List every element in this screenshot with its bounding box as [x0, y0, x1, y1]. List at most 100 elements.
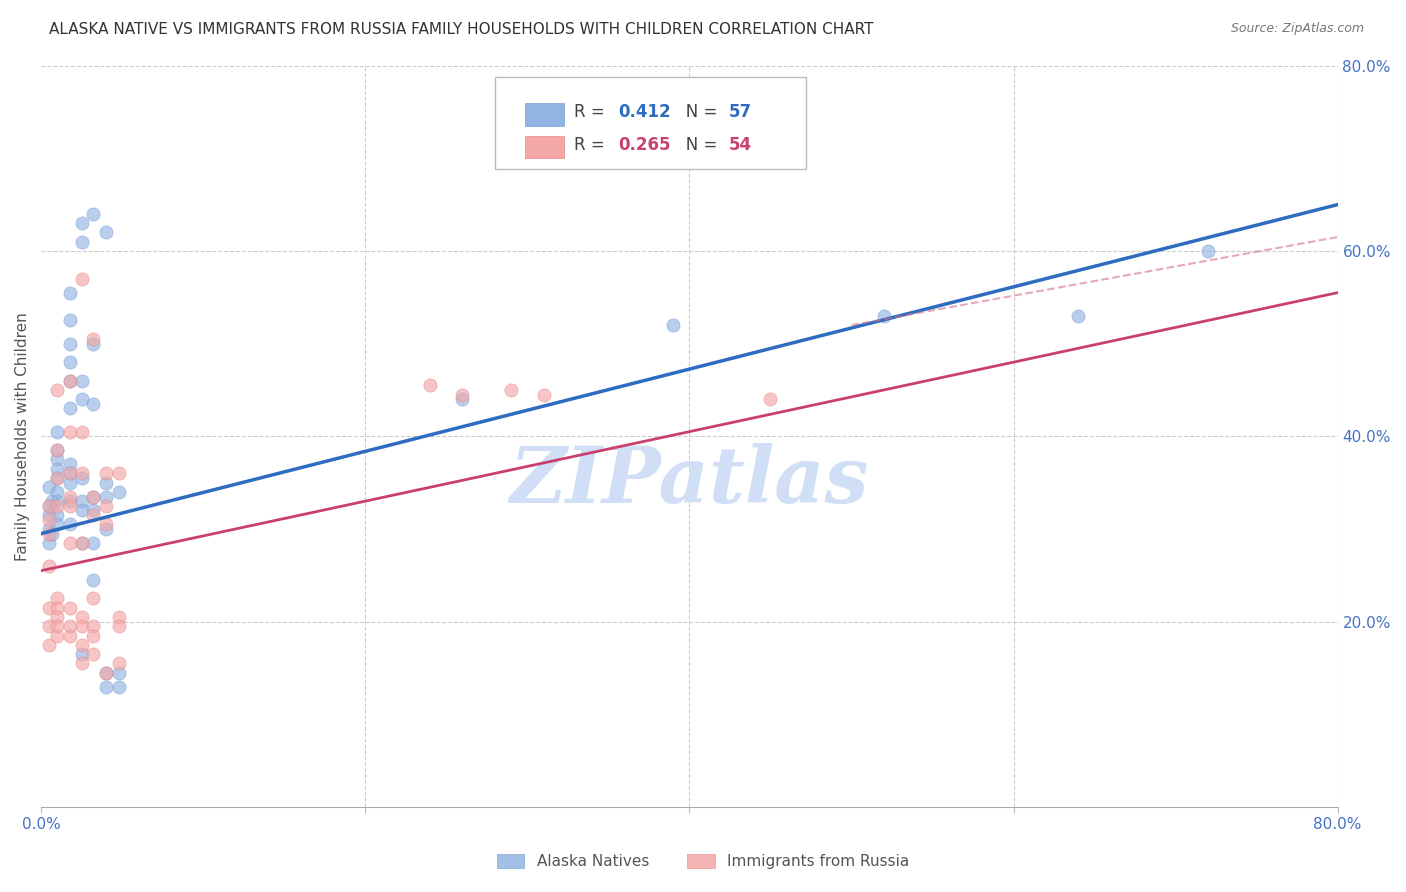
Point — [38, 522, 60, 536]
Point — [94, 226, 117, 240]
Point — [82, 591, 104, 606]
Text: ZIPatlas: ZIPatlas — [510, 442, 869, 519]
Point — [108, 665, 131, 680]
Point — [94, 680, 117, 694]
Point — [59, 355, 82, 369]
Point — [46, 600, 69, 615]
Point — [82, 207, 104, 221]
Point — [82, 573, 104, 587]
Point — [46, 517, 69, 532]
Point — [46, 383, 69, 397]
Point — [46, 610, 69, 624]
Point — [70, 610, 93, 624]
Point — [82, 508, 104, 522]
Point — [46, 591, 69, 606]
Point — [82, 647, 104, 661]
Point — [38, 600, 60, 615]
Point — [59, 313, 82, 327]
Point — [70, 392, 93, 407]
Point — [59, 499, 82, 513]
Y-axis label: Family Households with Children: Family Households with Children — [15, 312, 30, 561]
Point — [59, 374, 82, 388]
Point — [70, 374, 93, 388]
Point — [59, 490, 82, 504]
Point — [46, 494, 69, 508]
Point — [59, 425, 82, 439]
Text: 0.412: 0.412 — [619, 103, 671, 121]
Point — [501, 383, 523, 397]
Point — [108, 680, 131, 694]
Point — [70, 467, 93, 481]
Point — [59, 600, 82, 615]
Point — [70, 536, 93, 550]
Point — [38, 526, 60, 541]
Point — [94, 490, 117, 504]
Point — [38, 499, 60, 513]
Point — [59, 494, 82, 508]
Point — [108, 467, 131, 481]
Text: Source: ZipAtlas.com: Source: ZipAtlas.com — [1230, 22, 1364, 36]
Point — [662, 318, 685, 332]
Point — [59, 619, 82, 633]
FancyBboxPatch shape — [524, 136, 564, 158]
Point — [451, 387, 474, 401]
Point — [94, 475, 117, 490]
Point — [70, 216, 93, 230]
Point — [108, 610, 131, 624]
Point — [94, 522, 117, 536]
Point — [108, 619, 131, 633]
Point — [38, 619, 60, 633]
Point — [108, 484, 131, 499]
Point — [59, 536, 82, 550]
Point — [82, 490, 104, 504]
Point — [82, 536, 104, 550]
Point — [70, 657, 93, 671]
Point — [94, 517, 117, 532]
Point — [645, 151, 668, 165]
Point — [70, 494, 93, 508]
Point — [82, 628, 104, 642]
Point — [38, 508, 60, 522]
Point — [70, 647, 93, 661]
Point — [59, 517, 82, 532]
Point — [82, 490, 104, 504]
Point — [82, 619, 104, 633]
Point — [59, 336, 82, 351]
Text: R =: R = — [574, 103, 610, 121]
Point — [70, 638, 93, 652]
Point — [108, 657, 131, 671]
Point — [46, 443, 69, 458]
Point — [94, 499, 117, 513]
Point — [38, 499, 60, 513]
Text: 54: 54 — [728, 136, 751, 154]
Point — [94, 665, 117, 680]
FancyBboxPatch shape — [495, 77, 806, 169]
Text: N =: N = — [669, 136, 723, 154]
Point — [59, 401, 82, 416]
Point — [419, 378, 441, 392]
Point — [46, 499, 69, 513]
Point — [82, 332, 104, 346]
Point — [1197, 244, 1219, 258]
Point — [82, 503, 104, 517]
Point — [82, 397, 104, 411]
Text: 57: 57 — [728, 103, 751, 121]
Point — [59, 467, 82, 481]
Point — [70, 425, 93, 439]
Point — [70, 471, 93, 485]
Point — [38, 480, 60, 494]
Point — [82, 336, 104, 351]
Point — [46, 443, 69, 458]
Text: 0.265: 0.265 — [619, 136, 671, 154]
Point — [759, 392, 782, 407]
Point — [38, 638, 60, 652]
Point — [1067, 309, 1090, 323]
Point — [59, 467, 82, 481]
Point — [46, 628, 69, 642]
Point — [70, 503, 93, 517]
Point — [59, 457, 82, 471]
Point — [70, 271, 93, 285]
Point — [70, 536, 93, 550]
Point — [41, 494, 63, 508]
Point — [46, 619, 69, 633]
